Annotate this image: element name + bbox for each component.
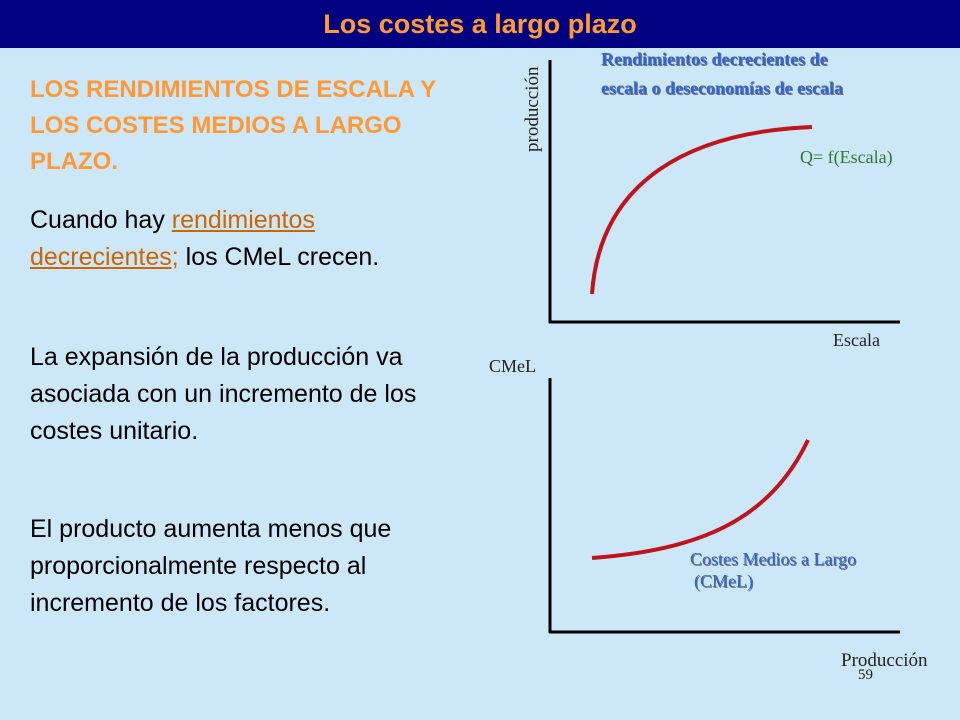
paragraph-suffix: los CMeL crecen. xyxy=(178,243,380,271)
top-caption-line2: escala o deseconomías de escala xyxy=(601,78,843,98)
bottom-x-axis-label: Producción xyxy=(841,650,928,671)
page-number: 59 xyxy=(858,667,873,683)
slide-title: Los costes a largo plazo xyxy=(323,9,637,39)
production-curve xyxy=(590,125,813,295)
long-run-average-cost-curve xyxy=(591,439,810,560)
title-bar xyxy=(0,0,960,48)
top-y-axis-label: producción xyxy=(522,66,543,152)
paragraph-expansion: La expansión de la producción va asociad… xyxy=(30,343,417,445)
bottom-caption-line1: Costes Medios a Largo xyxy=(690,549,857,569)
bottom-caption-line2: (CMeL) xyxy=(694,571,753,591)
decreasing-returns-link[interactable]: rendimientos decrecientes; xyxy=(30,206,315,271)
bottom-y-axis-label: CMeL xyxy=(489,356,536,376)
production-function-label: Q= f(Escala) xyxy=(800,147,893,167)
paragraph-product: El producto aumenta menos que proporcion… xyxy=(30,515,392,617)
top-x-axis-label: Escala xyxy=(833,330,880,350)
paragraph-decreasing-returns: Cuando hay rendimientos decrecientes; lo… xyxy=(30,202,430,276)
top-caption-line1: Rendimientos decrecientes de xyxy=(601,49,828,69)
paragraph-prefix: Cuando hay xyxy=(30,206,172,234)
section-heading: LOS RENDIMIENTOS DE ESCALA Y LOS COSTES … xyxy=(30,76,436,175)
